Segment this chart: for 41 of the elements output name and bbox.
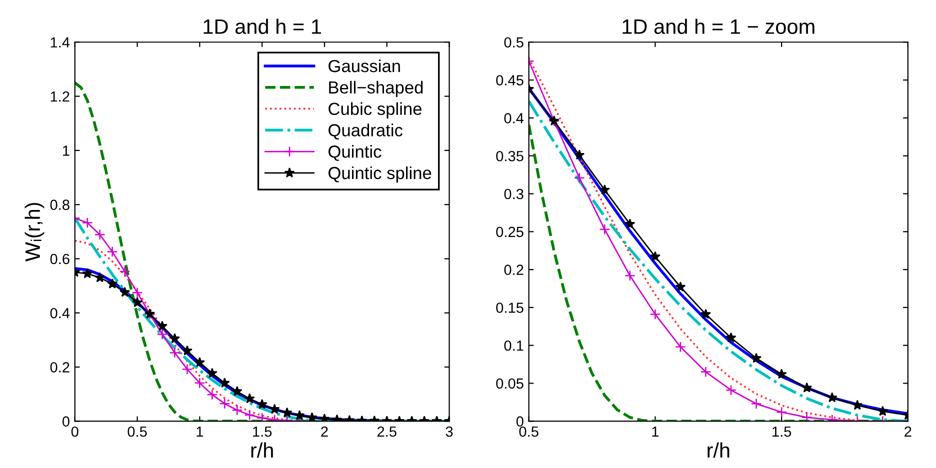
x-tick-label: 1 xyxy=(196,426,204,437)
chart-title: 1D and h = 1 − zoom xyxy=(622,18,814,34)
y-tick-label: 0.4 xyxy=(50,308,70,318)
y-tick-label: 0.25 xyxy=(496,226,524,238)
y-tick-label: 0.15 xyxy=(496,302,524,313)
y-axis-title: Wᵢ(r,h) xyxy=(24,202,44,262)
legend-label: Quintic xyxy=(328,145,382,161)
x-tick-label: 3 xyxy=(446,426,453,437)
y-tick-label: 0.6 xyxy=(50,254,70,264)
x-tick-label: 1 xyxy=(652,426,659,437)
y-tick-label: 1.4 xyxy=(50,37,70,48)
y-tick-label: 0.4 xyxy=(504,113,524,124)
y-tick-label: 0.8 xyxy=(50,200,70,210)
x-axis-title: r/h xyxy=(708,442,730,458)
x-tick-label: 0.5 xyxy=(519,426,538,437)
legend-label: Quadratic xyxy=(328,124,403,140)
x-tick-label: 1.5 xyxy=(253,426,272,437)
legend-label: Gaussian xyxy=(328,59,400,72)
y-tick-label: 0.45 xyxy=(496,75,524,86)
y-tick-label: 0.2 xyxy=(50,362,70,372)
legend-label: Quintic spline xyxy=(328,166,432,183)
y-tick-label: 0.1 xyxy=(504,340,524,351)
y-tick-label: 0.5 xyxy=(504,37,524,48)
y-tick-label: 0.05 xyxy=(496,378,524,389)
y-tick-label: 0.2 xyxy=(504,264,524,275)
y-tick-label: 0.3 xyxy=(504,188,524,200)
y-tick-label: 1.2 xyxy=(50,91,70,102)
x-tick-label: 2.5 xyxy=(377,426,396,437)
x-tick-label: 0.5 xyxy=(128,426,147,437)
y-tick-label: 0 xyxy=(516,416,524,427)
x-tick-label: 1.5 xyxy=(772,426,792,437)
x-tick-label: 2 xyxy=(904,426,912,437)
y-tick-label: 0.35 xyxy=(496,150,524,162)
x-tick-label: 2 xyxy=(321,426,328,437)
legend-label: Bell−shaped xyxy=(329,80,423,98)
chart-title: 1D and h = 1 xyxy=(204,18,322,34)
x-tick-label: 0 xyxy=(71,426,78,437)
legend-label: Cubic spline xyxy=(328,102,422,118)
y-tick-label: 0 xyxy=(62,416,70,427)
x-axis-title: r/h xyxy=(251,442,273,458)
y-tick-label: 1 xyxy=(63,146,70,156)
